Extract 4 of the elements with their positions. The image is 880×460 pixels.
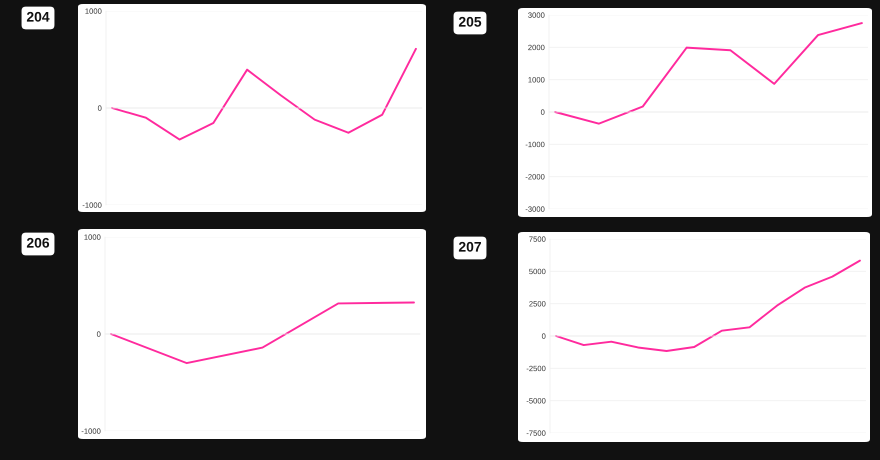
chart-title: 207 xyxy=(458,242,481,252)
chart-title: 205 xyxy=(458,16,482,27)
chart-title: 206 xyxy=(26,238,50,248)
chart-title: 204 xyxy=(26,12,50,22)
